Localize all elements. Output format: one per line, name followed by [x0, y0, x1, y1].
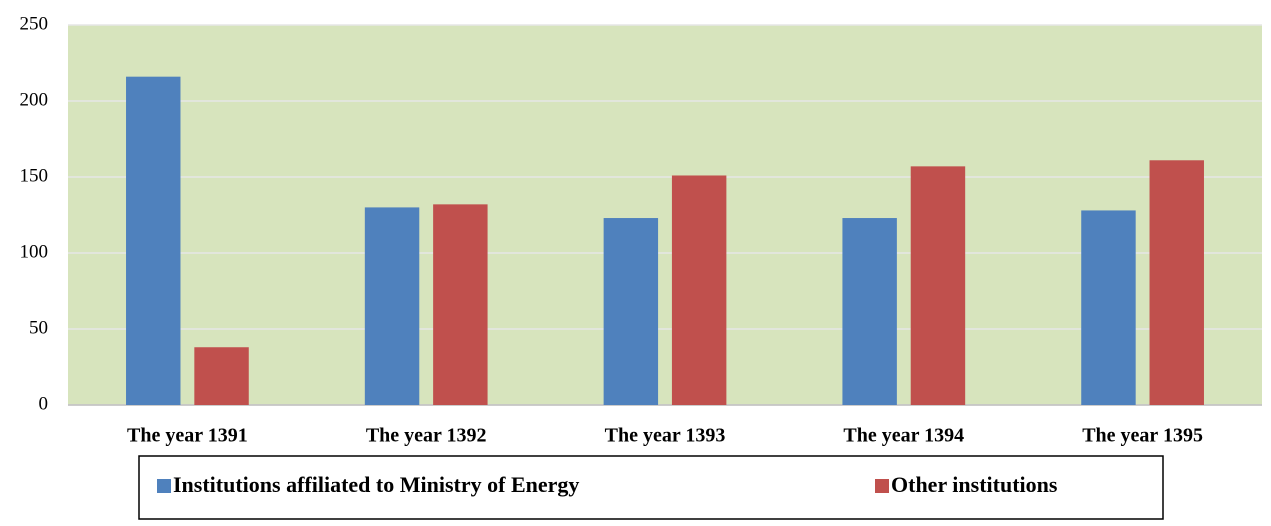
- legend-swatch: [875, 479, 889, 493]
- bar: [433, 204, 488, 405]
- bar: [194, 347, 249, 405]
- y-tick-label: 100: [20, 241, 49, 262]
- y-tick-label: 0: [39, 393, 49, 414]
- legend-box: [138, 455, 1164, 520]
- x-tick-label: The year 1392: [366, 425, 487, 447]
- bar: [1081, 210, 1136, 405]
- y-tick-label: 50: [29, 317, 48, 338]
- bar: [910, 166, 966, 405]
- x-tick-label: The year 1393: [605, 425, 726, 447]
- x-tick-label: The year 1394: [843, 425, 964, 447]
- bar: [603, 218, 659, 405]
- y-tick-label: 200: [20, 89, 49, 110]
- legend-swatch: [157, 479, 171, 493]
- bar: [671, 175, 727, 405]
- y-tick-label: 250: [20, 13, 49, 34]
- bar: [842, 218, 897, 405]
- x-tick-label: The year 1395: [1082, 425, 1203, 447]
- bar: [126, 76, 181, 406]
- y-tick-label: 150: [20, 165, 49, 186]
- bar: [364, 207, 420, 405]
- legend-label: Other institutions: [891, 472, 1058, 497]
- plot-area: [68, 25, 1262, 405]
- x-tick-label: The year 1391: [127, 425, 248, 447]
- legend-label: Institutions affiliated to Ministry of E…: [173, 472, 579, 497]
- bar: [1149, 160, 1204, 405]
